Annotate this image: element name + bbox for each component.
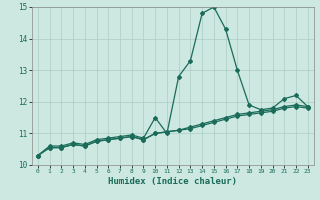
X-axis label: Humidex (Indice chaleur): Humidex (Indice chaleur) — [108, 177, 237, 186]
